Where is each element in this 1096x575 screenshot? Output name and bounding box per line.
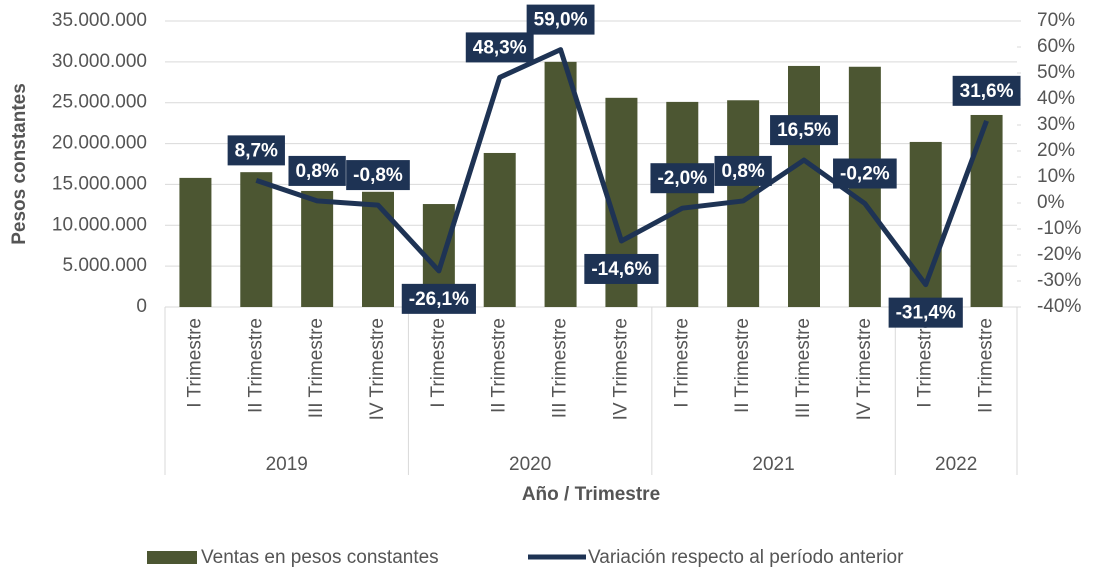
data-label-text: 0,8% xyxy=(721,161,764,182)
y2-tick-label: 30% xyxy=(1037,114,1075,135)
x-tick-label: I Trimestre xyxy=(915,318,936,408)
y-tick-label: 0 xyxy=(136,296,147,317)
data-label-text: 0,8% xyxy=(295,161,338,182)
legend-label: Variación respecto al período anterior xyxy=(588,547,904,568)
data-label: -0,8% xyxy=(346,160,410,191)
x-tick-label: II Trimestre xyxy=(489,318,510,413)
y-tick-label: 25.000.000 xyxy=(52,92,147,113)
data-label-box xyxy=(888,297,963,328)
data-label-text: -31,4% xyxy=(896,303,956,324)
legend: Ventas en pesos constantes Variación resp… xyxy=(147,547,904,568)
data-label-text: 31,6% xyxy=(960,81,1014,102)
data-label-box xyxy=(650,163,715,194)
x-tick-label: II Trimestre xyxy=(732,318,753,413)
y2-tick-label: -40% xyxy=(1037,296,1081,317)
data-label: 8,7% xyxy=(227,135,285,166)
data-label-text: -14,6% xyxy=(591,259,651,280)
x-tick-label: I Trimestre xyxy=(671,318,692,408)
data-label: -14,6% xyxy=(584,253,659,284)
legend-label: Ventas en pesos constantes xyxy=(201,547,439,568)
y2-tick-label: -30% xyxy=(1037,270,1081,291)
y2-tick-label: 40% xyxy=(1037,88,1075,109)
y2-tick-label: 70% xyxy=(1037,10,1075,31)
data-label-box xyxy=(714,155,772,186)
y2-tick-label: 10% xyxy=(1037,166,1075,187)
bar xyxy=(483,152,516,307)
data-label-text: 48,3% xyxy=(473,37,527,58)
y-tick-label: 15.000.000 xyxy=(52,173,147,194)
y2-tick-label: -20% xyxy=(1037,244,1081,265)
y-tick-label: 20.000.000 xyxy=(52,133,147,154)
data-label: 0,8% xyxy=(288,155,346,186)
bar xyxy=(301,190,334,307)
x-tick-label: II Trimestre xyxy=(245,318,266,413)
data-label-text: 8,7% xyxy=(235,140,278,161)
bar xyxy=(970,114,1003,307)
group-label: 2020 xyxy=(509,454,551,475)
bar xyxy=(240,172,273,307)
bar xyxy=(179,177,212,307)
y-tick-label: 10.000.000 xyxy=(52,214,147,235)
data-label-box xyxy=(346,160,410,191)
data-label: 31,6% xyxy=(952,75,1021,106)
data-label-text: 16,5% xyxy=(777,120,831,141)
y2-tick-label: 60% xyxy=(1037,36,1075,57)
x-tick-label: IV Trimestre xyxy=(610,318,631,420)
data-label-box xyxy=(526,4,595,35)
y-tick-label: 30.000.000 xyxy=(52,51,147,72)
group-label: 2019 xyxy=(266,454,308,475)
x-tick-label: I Trimestre xyxy=(184,318,205,408)
data-label-text: -0,8% xyxy=(353,165,403,186)
x-tick-label: I Trimestre xyxy=(428,318,449,408)
data-label: 59,0% xyxy=(526,4,595,35)
data-label-box xyxy=(770,115,838,146)
data-label: 0,8% xyxy=(714,155,772,186)
y2-tick-label: 50% xyxy=(1037,62,1075,83)
data-label-box xyxy=(833,158,897,189)
data-label-box xyxy=(227,135,285,166)
data-label-box xyxy=(465,32,534,63)
x-tick-label: III Trimestre xyxy=(306,318,327,418)
data-label-text: -2,0% xyxy=(657,168,707,189)
y2-tick-label: -10% xyxy=(1037,218,1081,239)
data-label-text: -0,2% xyxy=(840,164,890,185)
data-label: 16,5% xyxy=(770,115,838,146)
group-label: 2021 xyxy=(752,454,794,475)
data-label: -31,4% xyxy=(888,297,963,328)
data-label-text: -26,1% xyxy=(409,289,469,310)
data-label-box xyxy=(584,253,659,284)
y2-tick-label: 20% xyxy=(1037,140,1075,161)
data-label: -26,1% xyxy=(401,283,476,314)
data-label-text: 59,0% xyxy=(534,10,588,31)
x-tick-label: III Trimestre xyxy=(793,318,814,418)
x-tick-label: II Trimestre xyxy=(976,318,997,413)
bar xyxy=(544,61,577,307)
data-label-box xyxy=(401,283,476,314)
x-tick-label: IV Trimestre xyxy=(367,318,388,420)
data-label: -0,2% xyxy=(833,158,897,189)
y-axis-title: Pesos constantes xyxy=(9,83,30,245)
legend-swatch xyxy=(147,551,197,564)
y-tick-label: 35.000.000 xyxy=(52,10,147,31)
line xyxy=(255,47,989,288)
y2-tick-label: 0% xyxy=(1037,192,1065,213)
bar xyxy=(362,191,394,307)
data-label-box xyxy=(952,75,1021,106)
data-label-box xyxy=(288,155,346,186)
x-axis-title: Año / Trimestre xyxy=(522,484,660,505)
data-label: -2,0% xyxy=(650,163,715,194)
group-label: 2022 xyxy=(935,454,977,475)
y-tick-label: 5.000.000 xyxy=(62,255,147,276)
data-label: 48,3% xyxy=(465,32,534,63)
x-tick-label: IV Trimestre xyxy=(854,318,875,420)
x-tick-label: III Trimestre xyxy=(550,318,571,418)
bar xyxy=(788,65,820,307)
